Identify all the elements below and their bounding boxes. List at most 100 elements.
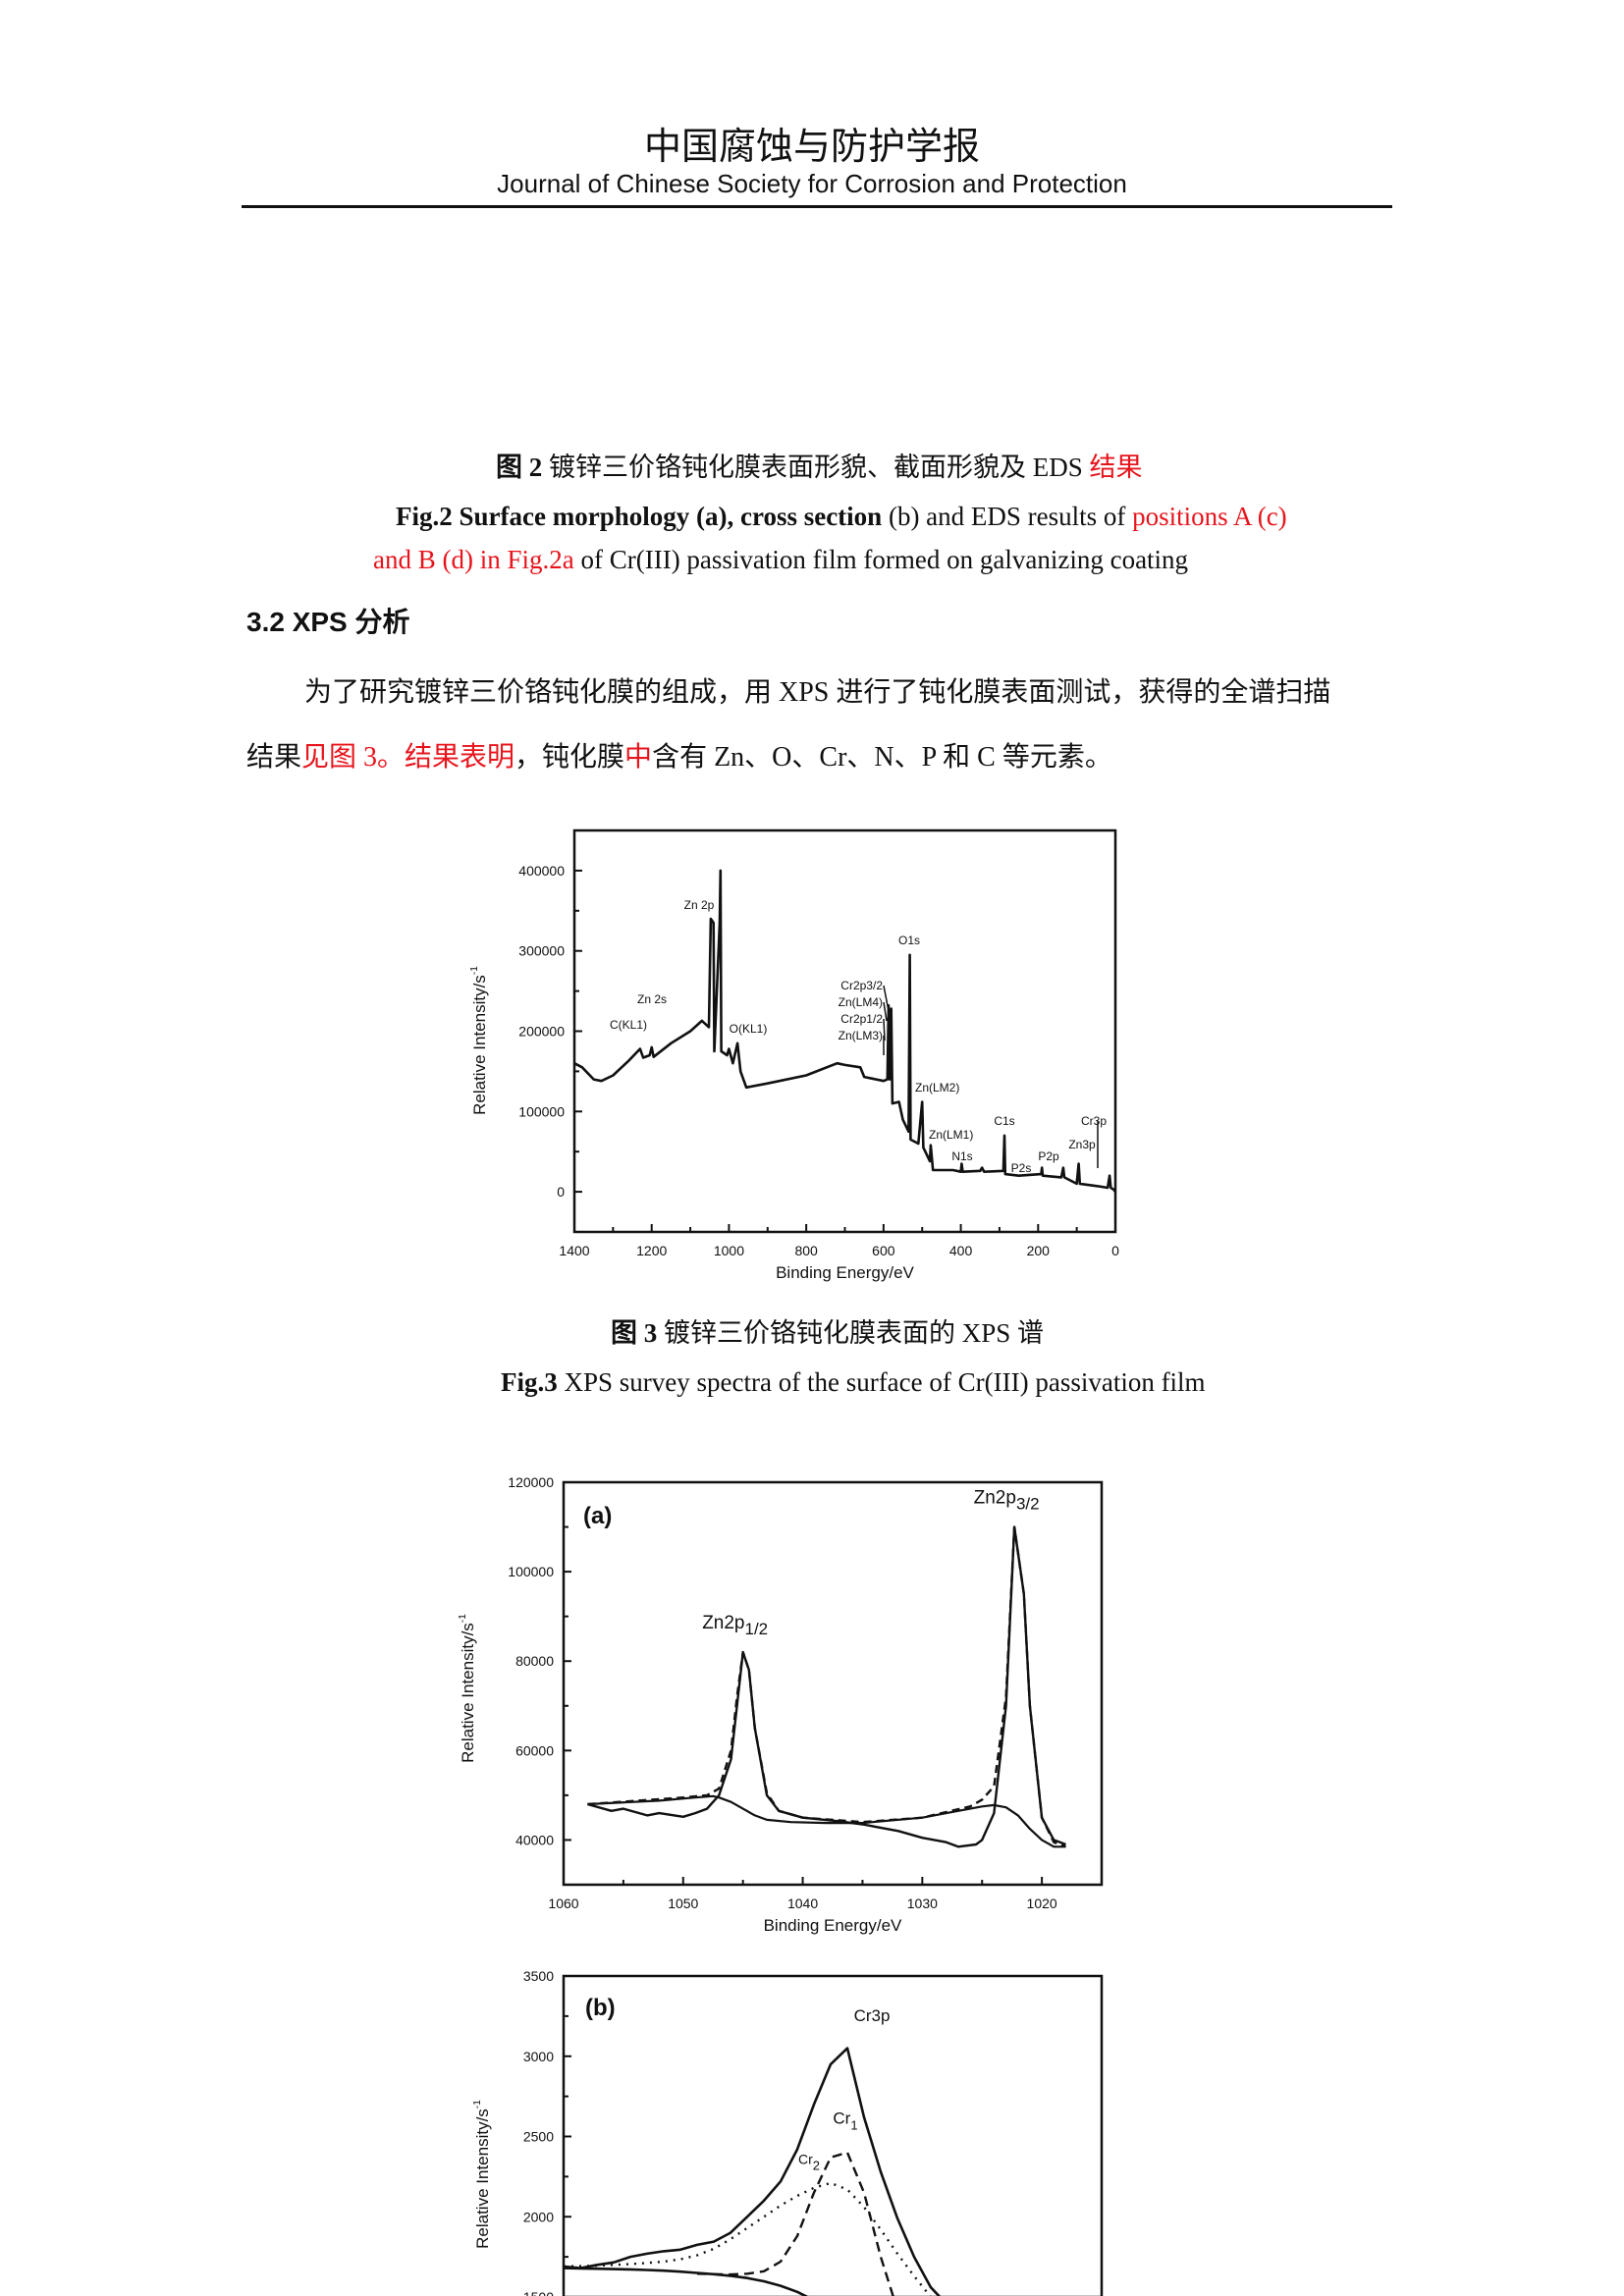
fig3-ytick-label: 300000 xyxy=(518,943,565,959)
fig4a-ytick-label: 60000 xyxy=(515,1742,554,1758)
journal-title-cn: 中国腐蚀与防护学报 xyxy=(643,125,980,168)
fig3-xtick-label: 800 xyxy=(794,1243,818,1258)
fig3-peak-label: Cr3p xyxy=(1081,1114,1107,1128)
fig4b-ylabel: Relative Intensity/s-1 xyxy=(472,2100,492,2249)
fig3-peak-label: O1s xyxy=(898,934,920,947)
fig3-label-leader xyxy=(883,1018,886,1041)
fig3-peak-label: Cr2p1/2 xyxy=(840,1012,883,1026)
fig3-caption-cn: 图 3 镀锌三价铬钝化膜表面的 XPS 谱 xyxy=(611,1311,1044,1350)
fig4a-ytick-label: 120000 xyxy=(508,1474,554,1490)
fig3-peak-label: P2p xyxy=(1038,1149,1059,1163)
fig3-xtick-label: 1000 xyxy=(714,1243,744,1258)
fig2-en-normal: (b) and EDS results of xyxy=(882,502,1133,531)
fig3-survey-line xyxy=(573,869,1117,1193)
para-seg-b: 见图 3。结果表明 xyxy=(301,742,515,773)
fig4b-ytick-label: 2500 xyxy=(523,2129,554,2145)
paragraph-line1: 为了研究镀锌三价铬钝化膜的组成，用 XPS 进行了钝化膜表面测试，获得的全谱扫描 xyxy=(304,677,1331,708)
fig4a-ytick-label: 80000 xyxy=(515,1653,554,1669)
fig4a-raw-line xyxy=(587,1525,1066,1848)
fig2-text-cn: 镀锌三价铬钝化膜表面形貌、截面形貌及 EDS xyxy=(542,453,1090,482)
fig4a-fit-line xyxy=(587,1525,1066,1848)
para-seg-c: ，钝化膜 xyxy=(514,742,625,773)
fig4b-ytick-label: 1500 xyxy=(523,2289,554,2296)
section-heading: 3.2 XPS 分析 xyxy=(246,607,410,637)
fig2-en-bold: Fig.2 Surface morphology (a), cross sect… xyxy=(396,502,883,531)
fig2-caption-en-line2: and B (d) in Fig.2a of Cr(III) passivati… xyxy=(373,545,1188,575)
fig4a-xtick-label: 1050 xyxy=(668,1896,698,1911)
fig3-xtick-label: 1200 xyxy=(636,1243,667,1258)
fig3-xtick-label: 200 xyxy=(1027,1243,1051,1258)
fig3-peak-label: Zn(LM4) xyxy=(839,995,883,1009)
fig4a-xtick-label: 1040 xyxy=(787,1896,818,1911)
fig3-peak-label: P2s xyxy=(1011,1161,1032,1175)
fig3-peak-label: Zn3p xyxy=(1068,1138,1096,1151)
fig4b-peak-label: Cr2 xyxy=(798,2151,820,2172)
header-rule xyxy=(242,205,1392,208)
fig3-label-en: Fig.3 xyxy=(501,1367,558,1397)
fig4a-ytick-label: 40000 xyxy=(515,1832,554,1847)
fig3-label-leader xyxy=(883,985,890,1012)
fig4a-xtick-label: 1030 xyxy=(907,1896,938,1911)
fig3-ytick-label: 100000 xyxy=(518,1103,565,1119)
fig4a-xlabel: Binding Energy/eV xyxy=(764,1916,902,1935)
paragraph-line2: 结果见图 3。结果表明，钝化膜中含有 Zn、O、Cr、N、P 和 C 等元素。 xyxy=(246,735,1112,774)
fig4a-component-line xyxy=(587,1794,1066,1848)
fig3-caption-en: Fig.3 XPS survey spectra of the surface … xyxy=(501,1367,1206,1398)
fig3-peak-label: O(KL1) xyxy=(730,1022,768,1036)
fig3-ytick-label: 200000 xyxy=(518,1024,565,1040)
fig4a-ylabel: Relative Intensity/s-1 xyxy=(458,1614,477,1763)
fig4a-plot-frame xyxy=(562,1480,1104,1887)
fig4b-dashed-line xyxy=(696,2151,894,2296)
fig3-label-leader xyxy=(883,1001,888,1022)
fig3-peak-label: C1s xyxy=(994,1114,1014,1128)
fig4b-panel-label: (b) xyxy=(585,1995,616,2021)
fig2-red-cn: 结果 xyxy=(1089,453,1143,482)
fig4a-peak-label: Zn2p1/2 xyxy=(702,1613,768,1638)
fig4a-peak-label-subscript: 1/2 xyxy=(745,1620,769,1638)
fig4b-ytick-label: 2000 xyxy=(523,2209,554,2224)
fig3-peak-label: C(KL1) xyxy=(610,1018,647,1032)
fig4b-ytick-label: 3000 xyxy=(523,2049,554,2064)
fig4b-peak-label: Cr1 xyxy=(833,2109,857,2132)
fig4a-peak-label-subscript: 3/2 xyxy=(1016,1495,1040,1514)
journal-title-en: Journal of Chinese Society for Corrosion… xyxy=(497,169,1127,198)
fig3-ytick-label: 400000 xyxy=(518,863,565,879)
fig4b-background-line xyxy=(563,2267,809,2296)
fig3-peak-label: N1s xyxy=(951,1149,972,1163)
fig4b-plot-frame xyxy=(562,1974,1104,2296)
fig3-peak-label: Zn(LM3) xyxy=(839,1029,883,1042)
fig3-label-cn: 图 3 xyxy=(611,1318,658,1348)
fig3-xtick-label: 0 xyxy=(1111,1243,1119,1258)
fig3-peak-label: Cr2p3/2 xyxy=(840,979,883,992)
fig3-peak-label: Zn 2p xyxy=(684,898,715,912)
fig2-en-normal2: of Cr(III) passivation film formed on ga… xyxy=(573,545,1189,574)
fig3-xlabel: Binding Energy/eV xyxy=(776,1263,914,1282)
fig3-ytick-label: 0 xyxy=(557,1184,565,1200)
fig4a-xtick-label: 1060 xyxy=(548,1896,578,1911)
fig4b-peak-label-subscript: 2 xyxy=(813,2158,820,2172)
fig3-xtick-label: 600 xyxy=(872,1243,895,1258)
para-seg-e: 含有 Zn、O、Cr、N、P 和 C 等元素。 xyxy=(652,742,1112,773)
fig3-peak-label: Zn 2s xyxy=(637,992,667,1006)
para-seg-d: 中 xyxy=(624,742,653,773)
fig3-peak-label: Zn(LM2) xyxy=(915,1081,959,1095)
fig3-peak-label: Zn(LM1) xyxy=(929,1128,973,1142)
fig4a-ylabel-superscript: -1 xyxy=(458,1614,468,1623)
fig2-en-red: positions A (c) xyxy=(1132,502,1287,531)
fig4b-peak-label-subscript: 1 xyxy=(850,2117,857,2132)
fig4b-ytick-label: 3500 xyxy=(523,1968,554,1984)
fig2-label-cn: 图 2 xyxy=(496,453,543,482)
fig3-ylabel-superscript: -1 xyxy=(469,966,480,975)
fig4a-xtick-label: 1020 xyxy=(1027,1896,1057,1911)
fig3-xtick-label: 1400 xyxy=(559,1243,589,1258)
fig4a-ytick-label: 100000 xyxy=(508,1564,554,1579)
fig4b-raw-line xyxy=(563,2047,942,2296)
fig2-en-red2: and B (d) in Fig.2a xyxy=(373,545,574,574)
fig2-caption-en-line1: Fig.2 Surface morphology (a), cross sect… xyxy=(396,502,1287,532)
fig3-xtick-label: 400 xyxy=(949,1243,973,1258)
fig4b-peak-label: Cr3p xyxy=(854,2006,891,2025)
fig2-caption-cn: 图 2 镀锌三价铬钝化膜表面形貌、截面形貌及 EDS 结果 xyxy=(496,446,1143,484)
fig4a-panel-label: (a) xyxy=(583,1503,612,1529)
fig3-text-en: XPS survey spectra of the surface of Cr(… xyxy=(557,1367,1206,1397)
